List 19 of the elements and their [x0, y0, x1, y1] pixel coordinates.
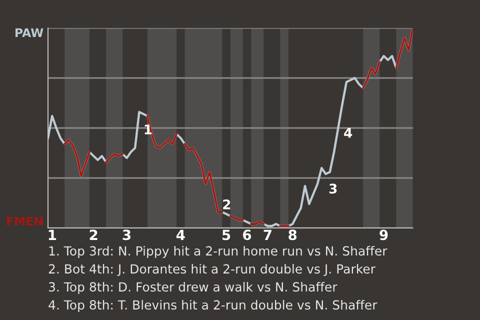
x-tick-label: 3 [122, 230, 130, 240]
text: 4. Top 8th: T. Blevins hit a 2-run double vs N. Shaffer [48, 300, 378, 312]
x-tick-label: 6 [243, 230, 252, 240]
x-tick-label: 2 [90, 230, 98, 240]
text: PAW [16, 28, 44, 37]
text: 2. Bot 4th: J. Dorantes hit a 2-run double vs J. Parker [48, 264, 376, 276]
x-tick-label: 9 [380, 230, 388, 240]
x-tick-label: 7 [264, 230, 272, 240]
x-tick-label: 1 [48, 230, 56, 240]
x-tick-label: 4 [176, 230, 185, 240]
text: 1. Top 3rd: N. Pippy hit a 2-run home run vs N. Shaffer [49, 246, 388, 258]
x-tick-label: 5 [222, 230, 230, 240]
annotation: 4 [344, 128, 352, 138]
text: FMEN [6, 216, 43, 226]
text: 3. Top 8th: D. Foster drew a walk vs N. Shaffer [48, 282, 338, 294]
annotation: 1 [144, 124, 152, 134]
annotation: 2 [223, 199, 230, 210]
x-tick-label: 8 [288, 230, 297, 240]
annotation: 3 [329, 184, 337, 194]
